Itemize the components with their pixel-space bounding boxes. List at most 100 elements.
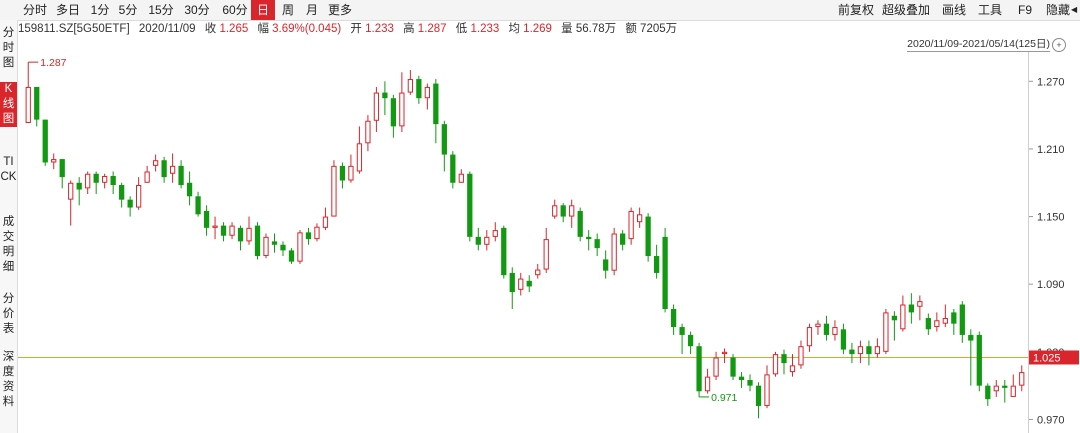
candle-body-31 (288, 250, 295, 262)
candle-body-113 (985, 385, 991, 400)
candle-body-83 (730, 357, 736, 377)
side-tab-1[interactable]: K线图 (0, 82, 17, 127)
candle-body-107 (934, 320, 940, 328)
timeframe-tab-7[interactable]: 日 (251, 0, 275, 20)
candle-body-92 (806, 327, 813, 347)
axis-separator (1028, 52, 1029, 433)
side-tab-2[interactable]: TICK (0, 156, 17, 183)
candle-body-112 (976, 334, 982, 386)
timeframe-tab-1[interactable]: 多日 (55, 3, 80, 17)
candle-body-30 (280, 244, 286, 251)
max-marker-label: 1.287 (40, 57, 66, 69)
candle-body-116 (1010, 385, 1016, 397)
toolbar-button-0[interactable]: 前复权 (838, 3, 875, 17)
timeframe-tab-4[interactable]: 15分 (148, 3, 174, 17)
timeframe-tab-2[interactable]: 1分 (90, 3, 110, 17)
candle-body-22 (212, 225, 218, 228)
toolbar-button-2[interactable]: 画线 (942, 3, 967, 17)
security-code: 159811.SZ[5G50ETF] (18, 23, 130, 35)
candle-body-57 (509, 272, 515, 293)
candle-body-85 (747, 380, 753, 386)
volume-field: 量 56.78万 (561, 23, 617, 35)
candle-body-19 (186, 182, 193, 197)
candle-body-45 (407, 79, 413, 93)
side-tab-3[interactable]: 成交明细 (2, 216, 15, 273)
y-tick-label-0: 1.270 (1037, 76, 1065, 88)
candle-body-88 (772, 354, 779, 375)
candle-body-27 (254, 225, 261, 257)
side-tab-0[interactable]: 分时图 (2, 27, 15, 69)
candle-body-87 (764, 374, 770, 406)
candle-body-12 (127, 199, 133, 208)
candle-body-93 (815, 323, 821, 328)
range-zoom-icon[interactable]: + (1052, 38, 1066, 52)
candle-body-68 (603, 259, 609, 271)
candle-body-80 (704, 376, 711, 392)
candle-body-84 (738, 376, 745, 381)
candle-body-42 (382, 92, 388, 99)
candle-body-100 (874, 346, 881, 355)
candle-body-62 (552, 205, 558, 217)
candle-body-47 (424, 86, 430, 99)
candle-body-110 (959, 304, 965, 335)
open-field: 开 1.233 (350, 23, 394, 35)
candle-body-4 (59, 159, 65, 178)
candle-body-54 (484, 236, 490, 245)
timeframe-tab-6[interactable]: 60分 (222, 3, 248, 17)
timeframe-tab-0[interactable]: 分时 (22, 3, 47, 17)
candle-body-3 (51, 159, 57, 163)
quote-date: 2020/11/09 (138, 23, 196, 35)
toolbar-button-5[interactable]: 隐藏 (1046, 3, 1071, 17)
candle-body-102 (891, 315, 898, 321)
high-field: 高 1.287 (403, 23, 447, 35)
candle-body-10 (110, 175, 116, 186)
candle-body-23 (220, 225, 227, 236)
candle-body-95 (832, 327, 838, 335)
kline-chart[interactable]: 1.2701.2101.1501.0901.0300.9701.0251.287… (18, 0, 1080, 433)
candle-body-26 (246, 227, 252, 242)
candle-body-69 (611, 233, 617, 271)
candle-body-1 (34, 86, 40, 120)
candle-body-108 (942, 318, 948, 324)
side-tab-5[interactable]: 深度资料 (2, 351, 15, 408)
low-field: 低 1.233 (455, 23, 500, 35)
close-field: 收 1.265 (204, 23, 249, 35)
candle-body-44 (399, 92, 405, 127)
candle-body-29 (271, 241, 278, 245)
candle-body-50 (450, 154, 456, 183)
timeframe-toolbar: 分时 多日 1分 5分 15分 30分 60分日周月更多 前复权 超级叠加 画线 工具 F9 隐藏 ◀ (0, 0, 1080, 21)
candle-body-28 (263, 236, 269, 257)
candle-body-58 (518, 278, 524, 290)
y-tick-label-3: 1.090 (1037, 279, 1065, 291)
toolbar-button-4[interactable]: F9 (1018, 3, 1033, 17)
timeframe-tab-9[interactable]: 月 (305, 3, 318, 17)
candle-body-24 (229, 225, 235, 236)
date-range-label: 2020/11/09-2021/05/14(125日) (907, 38, 1050, 52)
candle-body-34 (314, 226, 320, 240)
timeframe-tab-5[interactable]: 30分 (184, 3, 210, 17)
y-tick-label-5: 0.970 (1037, 414, 1065, 426)
hide-caret-icon[interactable]: ◀ (1071, 5, 1078, 14)
side-tab-4[interactable]: 分价表 (2, 293, 15, 335)
toolbar-button-1[interactable]: 超级叠加 (882, 3, 931, 17)
timeframe-tab-10[interactable]: 更多 (327, 3, 352, 17)
candle-body-90 (789, 365, 796, 373)
candle-body-37 (339, 165, 346, 181)
toolbar-button-3[interactable]: 工具 (978, 3, 1003, 17)
side-view-tabs: 分时图 K线图 TICK 成交明细分价表深度资料 (0, 20, 18, 433)
candle-body-53 (475, 236, 481, 245)
candle-body-11 (119, 185, 125, 200)
candle-body-75 (662, 236, 668, 310)
candle-body-41 (373, 92, 380, 121)
candle-body-16 (161, 160, 167, 178)
candle-body-73 (645, 216, 651, 257)
candle-body-104 (908, 304, 914, 313)
timeframe-tab-8[interactable]: 周 (281, 3, 294, 17)
timeframe-tab-3[interactable]: 5分 (118, 3, 138, 17)
candle-body-94 (823, 323, 830, 335)
quote-info-bar: 159811.SZ[5G50ETF] 2020/11/09 收 1.265 幅 … (18, 20, 683, 38)
candle-body-74 (653, 256, 660, 273)
change-field: 幅 3.69%(0.045) (257, 23, 342, 35)
candle-body-61 (543, 239, 549, 270)
candle-body-52 (467, 173, 473, 237)
